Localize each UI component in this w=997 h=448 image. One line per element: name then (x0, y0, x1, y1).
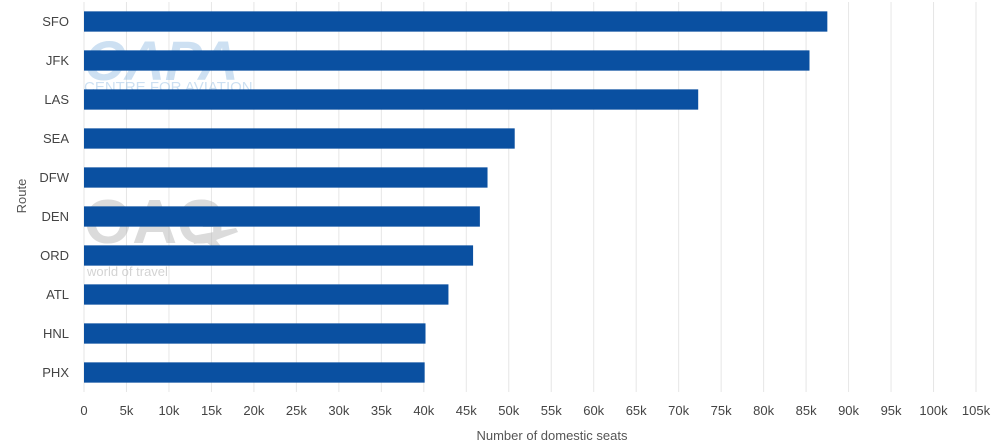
y-tick-label-dfw: DFW (39, 170, 69, 185)
airplane-icon (192, 228, 238, 251)
x-tick-label: 35k (371, 403, 392, 418)
bar-dfw[interactable] (84, 167, 488, 188)
x-tick-label: 60k (583, 403, 604, 418)
y-tick-label-phx: PHX (42, 365, 69, 380)
x-tick-label: 20k (243, 403, 264, 418)
x-axis-tick-labels: 0 5k 10k 15k 20k 25k 30k 35k 40k 45k 50k 55k 60k 65k 7… (80, 403, 990, 418)
x-tick-label: 70k (668, 403, 689, 418)
y-axis-title: Route (14, 179, 29, 214)
x-tick-label: 25k (286, 403, 307, 418)
y-axis-tick-labels: SFO JFK LAS SEA DFW DEN ORD ATL HNL PHX (39, 14, 69, 380)
x-tick-label: 50k (498, 403, 519, 418)
bar-den[interactable] (84, 206, 480, 227)
x-tick-label: 105k (962, 403, 991, 418)
bar-hnl[interactable] (84, 323, 426, 344)
y-tick-label-sea: SEA (43, 131, 69, 146)
x-tick-label: 95k (881, 403, 902, 418)
x-tick-label: 55k (541, 403, 562, 418)
bar-las[interactable] (84, 89, 699, 110)
x-tick-label: 15k (201, 403, 222, 418)
x-tick-label: 85k (796, 403, 817, 418)
bars (84, 11, 828, 383)
x-tick-label: 5k (120, 403, 134, 418)
x-axis-title: Number of domestic seats (476, 428, 628, 443)
x-tick-label: 65k (626, 403, 647, 418)
y-tick-label-den: DEN (42, 209, 69, 224)
oag-watermark-text: world of travel (86, 264, 168, 279)
y-tick-label-ord: ORD (40, 248, 69, 263)
x-tick-label: 30k (328, 403, 349, 418)
bar-sea[interactable] (84, 128, 515, 149)
bar-atl[interactable] (84, 284, 449, 305)
x-tick-label: 80k (753, 403, 774, 418)
bar-phx[interactable] (84, 362, 425, 383)
x-tick-label: 75k (711, 403, 732, 418)
bar-sfo[interactable] (84, 11, 828, 32)
y-tick-label-las: LAS (44, 92, 69, 107)
x-tick-label: 45k (456, 403, 477, 418)
y-tick-label-jfk: JFK (46, 53, 69, 68)
y-tick-label-atl: ATL (46, 287, 69, 302)
bar-ord[interactable] (84, 245, 474, 266)
y-tick-label-sfo: SFO (42, 14, 69, 29)
x-tick-label: 100k (919, 403, 948, 418)
x-tick-label: 0 (80, 403, 87, 418)
x-tick-label: 10k (158, 403, 179, 418)
x-tick-label: 40k (413, 403, 434, 418)
bar-jfk[interactable] (84, 50, 810, 71)
x-tick-label: 90k (838, 403, 859, 418)
y-tick-label-hnl: HNL (43, 326, 69, 341)
